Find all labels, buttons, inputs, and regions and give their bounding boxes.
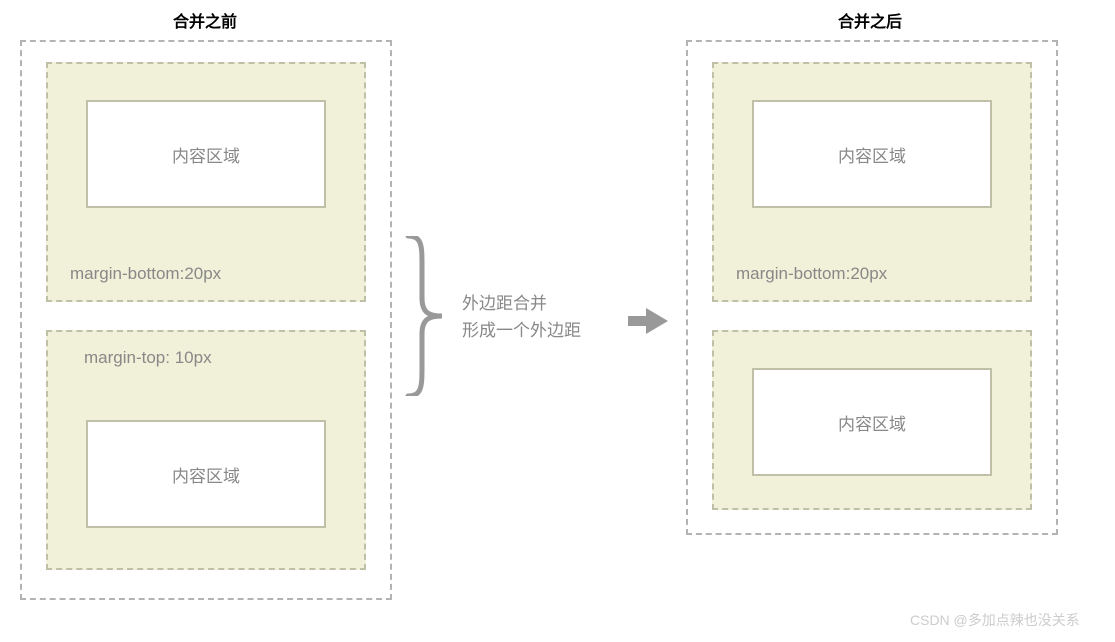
- brace-icon: [400, 236, 450, 396]
- before-box1-content: 内容区域: [86, 100, 326, 208]
- after-box2-content: 内容区域: [752, 368, 992, 476]
- explain-text: 外边距合并 形成一个外边距: [462, 290, 581, 344]
- explain-line1: 外边距合并: [462, 290, 581, 317]
- before-box1-label: 内容区域: [172, 142, 240, 167]
- watermark: CSDN @多加点辣也没关系: [910, 610, 1080, 630]
- before-box1-margin-label: margin-bottom:20px: [70, 264, 221, 284]
- after-box1-content: 内容区域: [752, 100, 992, 208]
- title-before-text: 合并之前: [173, 14, 237, 31]
- title-after: 合并之后: [810, 8, 930, 32]
- after-box1-margin-label: margin-bottom:20px: [736, 264, 887, 284]
- before-box2-label: 内容区域: [172, 462, 240, 487]
- before-box2-margin-label: margin-top: 10px: [84, 348, 212, 368]
- title-before: 合并之前: [145, 8, 265, 32]
- title-after-text: 合并之后: [838, 14, 902, 31]
- arrow-icon: [628, 308, 668, 334]
- after-box2-label: 内容区域: [838, 410, 906, 435]
- explain-line2: 形成一个外边距: [462, 317, 581, 344]
- after-box1-label: 内容区域: [838, 142, 906, 167]
- before-box2-content: 内容区域: [86, 420, 326, 528]
